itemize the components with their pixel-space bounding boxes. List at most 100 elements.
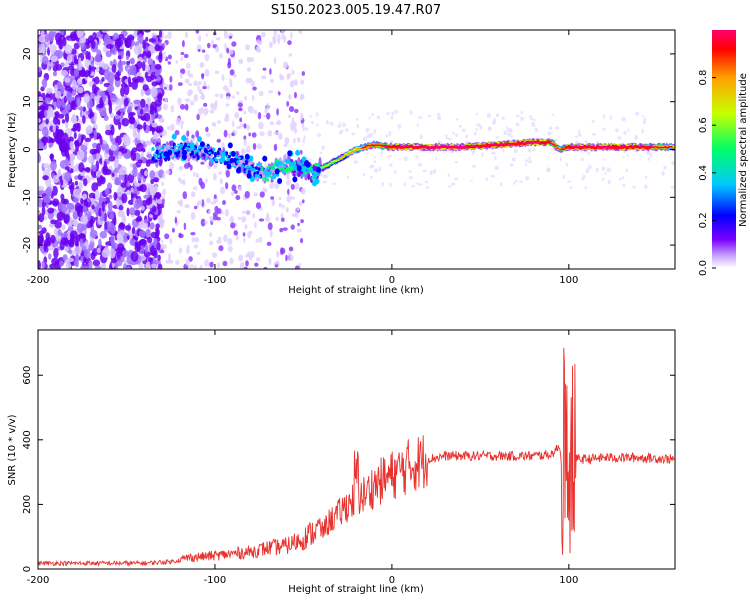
spectrogram-speck (93, 129, 97, 141)
spectrogram-ridge-cell (154, 154, 158, 159)
snr-x-tick-label: -200 (27, 575, 50, 586)
spectrogram-ridge-cell (297, 160, 301, 165)
spectrogram-speck (45, 186, 52, 198)
spectrogram-speck (275, 216, 279, 222)
spectrogram-speck (588, 164, 592, 170)
spectrogram-speck (241, 216, 247, 223)
spectrogram-speck (251, 132, 257, 138)
spectrogram-speck (111, 63, 117, 73)
spectrogram-speck (151, 122, 158, 128)
spectrogram-speck (581, 150, 584, 153)
spectrogram-speck (169, 75, 173, 83)
spectrogram-speck (380, 150, 384, 155)
spectrogram-ridge-cell (192, 155, 196, 159)
spectrogram-speck (175, 60, 179, 64)
spectrogram-speck (109, 112, 115, 119)
spectrogram-speck (388, 163, 393, 167)
spectrogram-speck (231, 132, 235, 137)
spectrogram-speck (481, 152, 484, 158)
spectrogram-speck (270, 196, 275, 200)
spectrogram-speck (243, 110, 247, 115)
spectrogram-ridge-cell (264, 171, 268, 173)
spectrogram-speck (223, 129, 228, 138)
spectrogram-speck (50, 234, 56, 244)
spectrogram-speck (292, 137, 296, 144)
spectrogram-speck (77, 133, 82, 144)
spectrogram-speck (161, 239, 164, 244)
spectrogram-speck (138, 239, 147, 245)
spectrogram-speck (171, 227, 175, 233)
spectrogram-speck (225, 103, 230, 107)
spectrogram-speck (227, 133, 232, 139)
spectrogram-speck (136, 60, 143, 70)
spectrogram-speck (64, 77, 71, 83)
spectrogram-ridge-cell (359, 148, 363, 150)
spectrogram-speck (226, 47, 230, 54)
spectrogram-speck (300, 79, 305, 85)
spectrogram-speck (60, 70, 69, 77)
spectrogram-speck (86, 110, 90, 115)
spectrogram-speck (239, 117, 243, 123)
snr-x-tick-label: -100 (204, 575, 227, 586)
spectrogram-speck (527, 148, 532, 153)
spectrogram-speck (222, 260, 228, 267)
spectrogram-ridge-cell (284, 168, 288, 174)
spectrogram-speck (49, 263, 56, 269)
spectrogram-speck (214, 70, 220, 74)
spectrogram-speck (203, 107, 209, 116)
spectrogram-ridge-cell (348, 153, 352, 155)
spectrogram-speck (471, 150, 475, 156)
spectrogram-speck (73, 131, 77, 140)
spectrogram-speck (632, 185, 636, 189)
spectrogram-speck (388, 133, 391, 137)
spectrogram-speck (74, 140, 80, 151)
spectrogram-speck (129, 238, 136, 246)
spectrogram-ridge-cell (266, 178, 270, 182)
spectrogram-ridge-cell (232, 165, 236, 168)
spectrogram-speck (125, 55, 130, 61)
spectrogram-speck (94, 95, 99, 101)
spectrogram-speck (53, 228, 59, 236)
spectrogram-speck (76, 96, 81, 107)
spectrogram-speck (113, 216, 117, 226)
spectrogram-speck (48, 107, 54, 118)
spectrogram-ridge-cell (410, 146, 414, 148)
spectrogram-speck (247, 231, 252, 239)
spectrogram-x-tick-label: 100 (559, 275, 578, 286)
spectrogram-speck (221, 74, 225, 81)
spectrogram-ridge-cell (185, 146, 189, 151)
spectrogram-speck (148, 38, 156, 43)
spectrogram-ridge-spot (277, 177, 283, 184)
spectrogram-speck (69, 230, 78, 239)
spectrogram-speck (300, 237, 304, 244)
spectrogram-speck (273, 131, 279, 135)
spectrogram-ridge-spot (312, 172, 318, 179)
spectrogram-speck (144, 71, 149, 79)
spectrogram-speck (148, 194, 153, 205)
spectrogram-speck (93, 111, 97, 122)
spectrogram-ridge-cell (430, 147, 434, 149)
spectrogram-ridge-spot (244, 153, 250, 160)
spectrogram-y-tick-label: -20 (22, 237, 33, 253)
spectrogram-speck (105, 129, 113, 136)
spectrogram-speck (41, 205, 46, 216)
spectrogram-ridge-cell (457, 146, 461, 148)
spectrogram-speck (126, 190, 132, 196)
spectrogram-speck (422, 169, 427, 173)
spectrogram-speck (386, 111, 390, 115)
spectrogram-ridge-cell (205, 157, 209, 161)
spectrogram-speck (371, 113, 375, 117)
spectrogram-speck (494, 165, 499, 171)
spectrogram-ridge-cell (260, 166, 264, 171)
spectrogram-ridge-spot (304, 160, 310, 167)
spectrogram-speck (121, 249, 130, 257)
spectrogram-speck (161, 51, 166, 55)
spectrogram-speck (356, 123, 359, 129)
spectrogram-ridge-cell (193, 151, 198, 154)
spectrogram-speck (252, 212, 256, 219)
spectrogram-speck (158, 53, 163, 63)
spectrogram-speck (81, 223, 88, 231)
spectrogram-ridge-cell (268, 176, 273, 178)
spectrogram-speck (565, 162, 569, 167)
colorbar-tick-label: 0.2 (698, 212, 709, 228)
